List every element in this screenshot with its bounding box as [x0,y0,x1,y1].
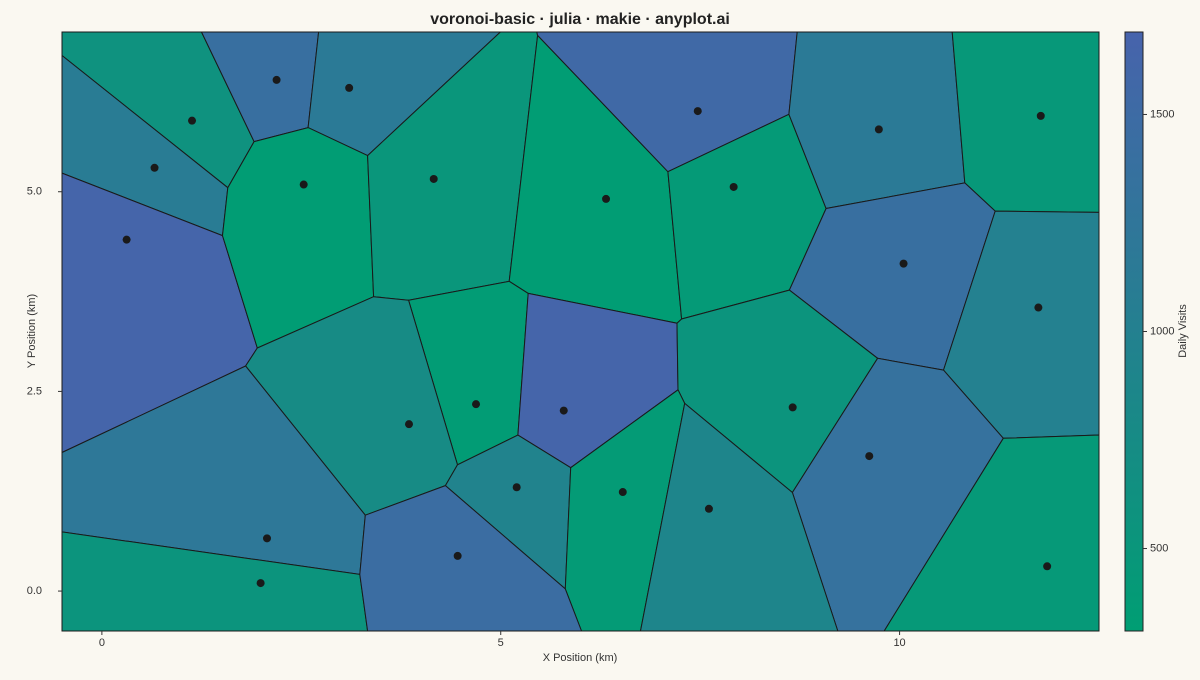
site-point [693,107,702,116]
site-point [602,194,611,203]
site-point [429,174,438,183]
colorbar-tick-label: 1500 [1150,108,1174,120]
site-point [704,504,713,513]
site-point [512,483,521,492]
site-point [874,125,883,134]
x-tick-label: 5 [498,637,504,649]
site-point [188,116,197,125]
y-tick-label: 0.0 [27,585,42,597]
site-point [1043,562,1052,571]
site-point [122,235,131,244]
voronoi-cell [221,127,375,349]
site-point [865,452,874,461]
colorbar [1124,31,1144,632]
colorbar-tick-label: 1000 [1150,325,1174,337]
site-point [559,406,568,415]
site-point [256,579,265,588]
voronoi-cell [788,31,966,210]
x-tick-label: 10 [893,637,905,649]
site-point [618,488,627,497]
voronoi-cell [639,402,839,632]
voronoi-cell [951,31,1100,213]
site-point [263,534,272,543]
site-point [404,420,413,429]
site-point [899,259,908,268]
site-point [299,180,308,189]
x-axis-label: X Position (km) [543,652,618,664]
site-point [1036,111,1045,120]
site-point [729,182,738,191]
site-point [453,551,462,560]
colorbar-tick-label: 500 [1150,542,1168,554]
site-point [1034,303,1043,312]
y-tick-label: 5.0 [27,186,42,198]
chart-title: voronoi-basic · julia · makie · anyplot.… [430,11,730,28]
site-point [788,403,797,412]
site-point [272,75,281,84]
site-point [150,163,159,172]
site-point [472,400,481,409]
voronoi-cell [883,434,1100,632]
site-point [345,83,354,92]
y-axis-label: Y Position (km) [26,294,38,368]
voronoi-cell [359,485,583,632]
x-tick-label: 0 [99,637,105,649]
y-tick-label: 2.5 [27,385,42,397]
colorbar-label: Daily Visits [1177,304,1189,358]
